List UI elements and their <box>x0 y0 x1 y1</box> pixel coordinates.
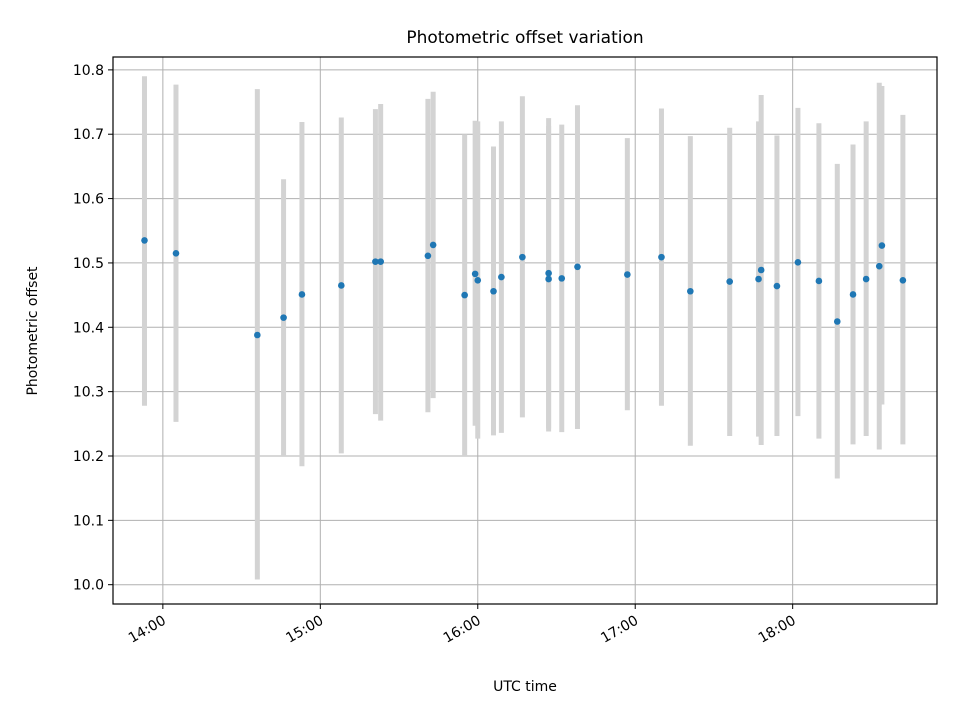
data-point <box>755 275 762 283</box>
x-axis-label: UTC time <box>493 679 557 695</box>
data-point <box>757 266 765 274</box>
data-point <box>280 314 287 321</box>
data-point <box>519 253 526 261</box>
data-point <box>298 291 306 298</box>
data-point <box>461 291 468 299</box>
y-tick-label: 10.6 <box>73 192 104 208</box>
data-point <box>862 275 870 283</box>
data-point <box>558 275 566 282</box>
data-point <box>545 269 552 277</box>
y-tick-label: 10.8 <box>73 63 104 79</box>
plot-frame <box>112 56 938 605</box>
data-point <box>726 278 733 285</box>
data-point <box>498 273 505 281</box>
y-axis-ticks: 10.0 10.1 10.2 10.3 10.4 10.5 10.6 10.7 10.8 <box>73 63 113 594</box>
y-tick-label: 10.3 <box>73 385 104 401</box>
y-tick-label: 10.4 <box>73 320 104 336</box>
data-point <box>254 331 261 339</box>
y-tick-label: 10.1 <box>73 513 104 529</box>
data-point <box>687 287 694 295</box>
data-point <box>658 253 665 261</box>
data-point <box>574 263 581 271</box>
data-point <box>849 291 857 298</box>
data-point <box>899 277 907 284</box>
y-tick-label: 10.7 <box>73 127 104 143</box>
data-point <box>815 277 823 285</box>
data-point <box>338 282 345 289</box>
data-point <box>773 282 781 290</box>
data-point <box>875 262 883 270</box>
chart-title: Photometric offset variation <box>406 28 643 48</box>
data-point <box>490 287 497 295</box>
data-point <box>141 237 148 244</box>
data-point <box>878 242 886 249</box>
data-point <box>474 277 482 284</box>
data-point <box>794 258 802 266</box>
data-point <box>833 318 841 325</box>
data-point <box>471 270 479 278</box>
data-point <box>377 258 384 265</box>
data-point <box>429 241 437 249</box>
y-tick-label: 10.2 <box>73 449 104 465</box>
data-point <box>545 275 552 283</box>
data-points <box>141 237 907 339</box>
data-point <box>372 258 379 265</box>
data-point <box>172 249 180 257</box>
data-point <box>424 252 432 260</box>
y-axis-label: Photometric offset <box>25 266 41 396</box>
y-tick-label: 10.5 <box>73 256 104 272</box>
y-tick-label: 10.0 <box>73 578 104 594</box>
data-point <box>624 271 631 278</box>
